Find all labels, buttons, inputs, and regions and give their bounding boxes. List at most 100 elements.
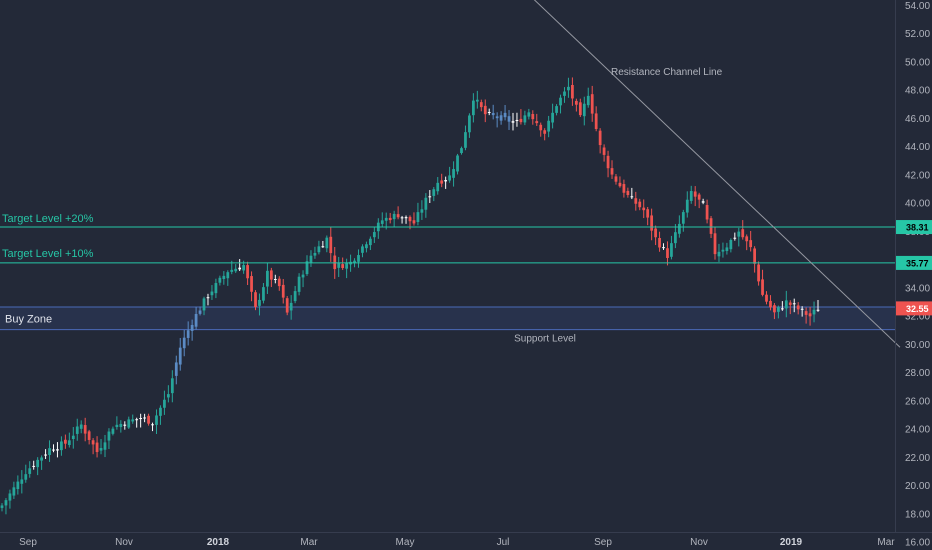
y-tick-label: 24.00 — [905, 425, 930, 436]
candle-body — [622, 184, 626, 193]
candle-body — [56, 449, 59, 451]
y-tick-label: 42.00 — [905, 170, 930, 181]
candle-body — [361, 246, 364, 253]
support-level-label: Support Level — [514, 334, 576, 345]
candle-body — [174, 362, 178, 376]
candle-body — [543, 130, 547, 134]
candle-body — [166, 394, 170, 398]
candle-body — [610, 168, 614, 175]
candle-body — [567, 86, 570, 91]
candle-body — [91, 440, 95, 445]
candle-body — [547, 120, 551, 132]
candle-body — [44, 454, 47, 456]
candle-body — [139, 418, 143, 420]
candle-body — [646, 209, 650, 218]
candle-body — [159, 407, 162, 416]
candle-body — [491, 112, 495, 116]
candle-body — [709, 218, 713, 234]
candle-body — [372, 232, 376, 238]
candle-body — [301, 274, 305, 278]
candle-body — [555, 106, 558, 113]
candle-body — [345, 262, 349, 269]
candle-body — [693, 191, 697, 197]
candle-body — [784, 300, 788, 309]
candle-body — [258, 299, 261, 306]
candle-body — [123, 424, 127, 426]
candle-body — [107, 431, 111, 441]
candle-body — [111, 428, 115, 434]
candle-body — [420, 209, 424, 213]
x-tick-label: Nov — [690, 537, 708, 548]
candle-body — [63, 439, 67, 444]
candle-body — [234, 268, 238, 272]
candle-body — [713, 233, 717, 255]
candle-body — [765, 294, 768, 302]
target-20-price-tag: 38.31 — [906, 223, 929, 233]
candle-body — [626, 190, 630, 196]
candle-body — [685, 199, 689, 213]
candle-body — [804, 311, 808, 315]
candle-body — [788, 302, 792, 305]
x-tick-label: Mar — [300, 537, 318, 548]
candle-body — [495, 116, 499, 119]
candle-body — [519, 118, 523, 123]
candle-body — [721, 249, 725, 252]
buy-zone-area — [0, 306, 895, 330]
candle-body — [392, 213, 396, 220]
candle-body — [147, 415, 150, 424]
candle-body — [95, 442, 99, 453]
candle-body — [281, 284, 285, 298]
candle-body — [333, 255, 337, 270]
x-tick-label: 2019 — [780, 537, 803, 548]
y-tick-label: 48.00 — [905, 86, 930, 97]
candle-body — [816, 309, 820, 311]
candle-body — [780, 308, 784, 310]
candle-body — [297, 276, 301, 292]
candle-body — [67, 440, 71, 445]
candle-body — [757, 264, 760, 282]
candle-body — [206, 297, 210, 299]
candle-body — [479, 102, 483, 108]
candle-body — [163, 399, 166, 408]
x-tick-label: Mar — [877, 537, 895, 548]
candle-body — [618, 182, 622, 187]
candle-body — [456, 155, 459, 172]
y-tick-label: 28.00 — [905, 368, 930, 379]
candle-body — [32, 465, 36, 467]
y-tick-label: 22.00 — [905, 453, 930, 464]
candle-body — [400, 217, 404, 219]
candle-body — [471, 100, 475, 116]
candle-body — [226, 272, 230, 279]
candle-body — [503, 112, 507, 118]
candle-body — [630, 196, 634, 198]
candle-body — [701, 201, 705, 203]
candle-body — [127, 419, 131, 428]
candle-body — [614, 176, 618, 182]
resistance-channel-line[interactable] — [518, 0, 901, 348]
candle-body — [151, 424, 154, 426]
candle-body — [321, 246, 325, 248]
candle-body — [40, 457, 43, 461]
candle-body — [8, 493, 12, 501]
candle-body — [309, 255, 313, 263]
candle-body — [182, 337, 186, 349]
candle-body — [210, 291, 214, 296]
candle-body — [598, 130, 602, 146]
candle-body — [341, 264, 345, 269]
x-tick-label: 2018 — [207, 537, 230, 548]
candle-body — [75, 426, 79, 434]
candle-body — [218, 277, 222, 283]
candle-body — [285, 298, 289, 313]
candle-body — [119, 423, 123, 428]
time-axis[interactable]: Sep Nov 2018 Mar May Jul Sep Nov 2019 Mar — [19, 537, 895, 548]
candle-body — [515, 119, 519, 121]
last-price-tag-bg — [896, 301, 932, 316]
candle-body — [52, 449, 55, 451]
candle-body — [777, 307, 780, 312]
candle-body — [428, 196, 432, 198]
candle-body — [705, 205, 709, 220]
candle-body — [468, 115, 471, 133]
candle-body — [602, 147, 606, 155]
